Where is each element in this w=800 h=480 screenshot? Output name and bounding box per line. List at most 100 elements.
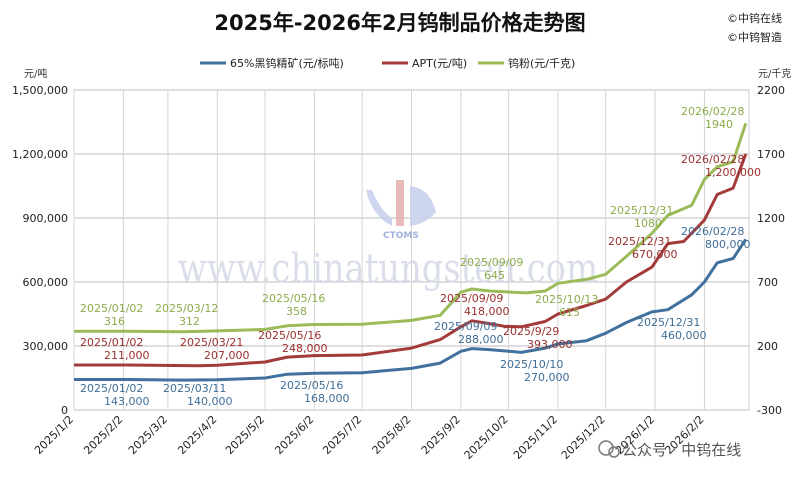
- data-annotation-line: 2025/09/09: [440, 292, 503, 305]
- right-tick-label: 1200: [757, 212, 785, 225]
- data-annotation: 2025/12/31 1080: [610, 204, 673, 230]
- data-annotation-line: 2025/12/31: [608, 235, 671, 248]
- data-annotation-line: 2025/9/29: [503, 325, 559, 338]
- data-annotation: 2025/9/29 393,000: [503, 325, 573, 351]
- data-annotation-line: 270,000: [524, 371, 570, 384]
- right-tick-label: 700: [757, 276, 778, 289]
- data-annotation-line: 2025/10/10: [500, 358, 563, 371]
- data-annotation: 2025/12/31 670,000: [608, 235, 678, 261]
- data-annotation: 2025/09/09 645: [460, 256, 523, 282]
- data-annotation-line: 2025/09/09: [434, 320, 497, 333]
- data-annotation-line: 1,200,000: [705, 166, 761, 179]
- right-axis-unit: 元/千克: [758, 68, 791, 80]
- data-annotation-line: 615: [559, 306, 580, 319]
- wechat-account-label: 公众号 · 中钨在线: [622, 441, 741, 459]
- data-annotation-line: 1940: [705, 118, 733, 131]
- data-annotation-line: 2025/10/13: [535, 293, 598, 306]
- data-annotation-line: 140,000: [187, 395, 233, 408]
- watermark-text: www.chinatungsten.com: [178, 246, 598, 292]
- data-annotation: 2025/05/16 358: [262, 292, 325, 318]
- data-annotation-line: 2025/12/31: [637, 316, 700, 329]
- data-annotation: 2025/03/12 312: [155, 302, 218, 328]
- left-tick-label: 600,000: [23, 276, 69, 289]
- data-annotation-line: 2025/03/21: [180, 336, 243, 349]
- data-annotation-line: 670,000: [632, 248, 678, 261]
- data-annotation: 2025/03/21 207,000: [180, 336, 250, 362]
- data-annotation-line: 207,000: [204, 349, 250, 362]
- apt-price-line: [74, 153, 748, 368]
- legend-label-apt: APT(元/吨): [412, 57, 467, 70]
- right-tick-label: 1700: [757, 148, 785, 161]
- data-annotation: 2025/09/09 418,000: [440, 292, 510, 318]
- right-tick-label: 2200: [757, 84, 785, 97]
- data-annotation-line: 316: [104, 315, 125, 328]
- data-annotation-line: 211,000: [104, 349, 150, 362]
- data-annotation: 2025/01/02 211,000: [80, 336, 150, 362]
- data-annotation-line: 2026/02/28: [681, 105, 744, 118]
- data-annotation-line: 2025/05/16: [262, 292, 325, 305]
- data-annotation: 2025/03/11 140,000: [163, 382, 233, 408]
- data-annotation-line: 800,000: [705, 238, 751, 251]
- data-annotation-line: 248,000: [282, 342, 328, 355]
- left-tick-label: 900,000: [23, 212, 69, 225]
- data-annotation-line: 2026/02/28: [681, 153, 744, 166]
- chart-title: 2025年-2026年2月钨制品价格走势图: [214, 11, 585, 35]
- watermark-logo-icon: [366, 190, 392, 226]
- data-annotation-line: 2025/03/12: [155, 302, 218, 315]
- legend: 65%黑钨精矿(元/标吨) APT(元/吨) 钨粉(元/千克): [200, 56, 575, 70]
- data-annotation-line: 288,000: [458, 333, 504, 346]
- data-annotation: 2025/05/16 168,000: [280, 379, 350, 405]
- data-annotation-line: 358: [286, 305, 307, 318]
- powder-price-line: [74, 122, 748, 334]
- legend-label-ore: 65%黑钨精矿(元/标吨): [230, 56, 344, 70]
- data-annotation-line: 2025/01/02: [80, 382, 143, 395]
- data-annotation-line: 2025/03/11: [163, 382, 226, 395]
- data-annotation: 2025/12/31 460,000: [637, 316, 707, 342]
- legend-label-powder: 钨粉(元/千克): [508, 57, 575, 70]
- data-annotation-line: 143,000: [104, 395, 150, 408]
- data-annotation-line: 2025/05/16: [280, 379, 343, 392]
- data-annotation-line: 2025/12/31: [610, 204, 673, 217]
- left-axis-ticks: 0 300,000 600,000 900,000 1,200,000 1,500,000: [12, 84, 68, 417]
- data-annotation-line: 2025/05/16: [258, 329, 321, 342]
- data-annotation: 2025/01/02 143,000: [80, 382, 150, 408]
- data-annotation-line: 312: [179, 315, 200, 328]
- data-annotation: 2025/05/16 248,000: [258, 329, 328, 355]
- data-annotation-line: 168,000: [304, 392, 350, 405]
- right-tick-label: 200: [757, 340, 778, 353]
- data-annotation: 2026/02/28 1940: [681, 105, 744, 131]
- data-annotation-line: 2026/02/28: [681, 225, 744, 238]
- brand-label-1: ©中钨在线: [727, 11, 782, 25]
- data-annotation-line: 460,000: [661, 329, 707, 342]
- wechat-icon: [598, 440, 614, 456]
- ore-price-line: [74, 238, 748, 382]
- left-tick-label: 1,500,000: [12, 84, 68, 97]
- data-annotation: 2025/10/13 615: [535, 293, 598, 319]
- data-annotation: 2026/02/28 1,200,000: [681, 153, 761, 179]
- data-annotation-line: 1080: [634, 217, 662, 230]
- grid: [73, 89, 749, 411]
- data-annotation-line: 418,000: [464, 305, 510, 318]
- left-tick-label: 0: [61, 404, 68, 417]
- watermark-logo-arc: [410, 186, 436, 226]
- watermark: CTOMS www.chinatungsten.com: [178, 180, 598, 292]
- left-tick-label: 1,200,000: [12, 148, 68, 161]
- data-annotation-line: 2025/01/02: [80, 302, 143, 315]
- data-annotation: 2025/01/02 316: [80, 302, 143, 328]
- right-tick-label: -300: [757, 404, 782, 417]
- data-annotation-line: 2025/01/02: [80, 336, 143, 349]
- right-axis-ticks: -300 200 700 1200 1700 2200: [757, 84, 785, 417]
- watermark-logo-text: CTOMS: [383, 231, 419, 241]
- data-annotation-line: 393,000: [527, 338, 573, 351]
- data-annotation: 2025/10/10 270,000: [500, 358, 570, 384]
- wechat-footer: 公众号 · 中钨在线: [598, 440, 741, 459]
- left-axis-unit: 元/吨: [24, 67, 47, 80]
- series-lines: [74, 122, 748, 382]
- left-tick-label: 300,000: [23, 340, 69, 353]
- data-annotation-line: 2025/09/09: [460, 256, 523, 269]
- data-annotation: 2026/02/28 800,000: [681, 225, 751, 251]
- data-annotation-line: 645: [484, 269, 505, 282]
